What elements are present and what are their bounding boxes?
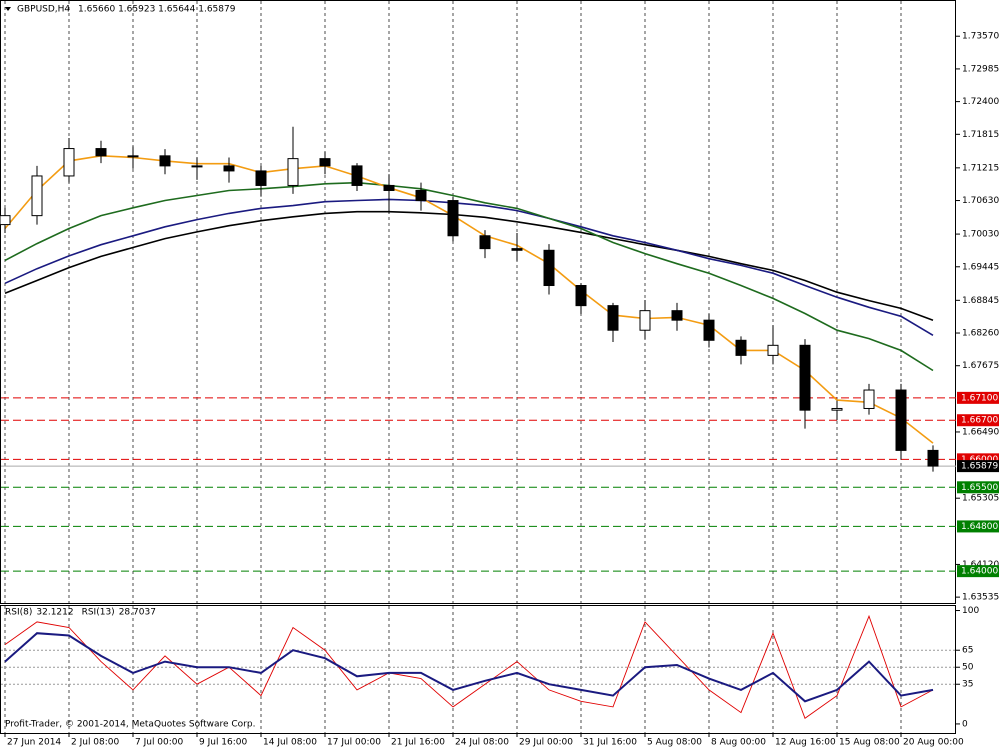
x-tick-label: 21 Jul 16:00 (391, 738, 445, 748)
x-tick-label: 12 Aug 16:00 (775, 738, 836, 748)
level-label-box (957, 565, 999, 578)
level-label-box (957, 414, 999, 427)
chart-title: GBPUSD,H4 (17, 5, 70, 15)
x-tick-label: 17 Jul 00:00 (327, 738, 381, 748)
y-tick-label: 1.72985 (962, 64, 999, 74)
candle-body (735, 339, 747, 356)
candle-body (415, 189, 427, 202)
moving-average (4, 210, 934, 321)
rsi-line (4, 614, 934, 720)
x-tick-label: 5 Aug 08:00 (647, 738, 702, 748)
y-tick-label: 1.64120 (962, 560, 999, 570)
legend-name: RSI(13) (82, 608, 115, 618)
candle-body (255, 170, 267, 186)
level-label: 1.64000 (961, 567, 998, 577)
candle-body (767, 344, 779, 356)
x-tick-label: 15 Aug 08:00 (839, 738, 900, 748)
copyright: Profit-Trader, © 2001-2014, MetaQuotes S… (5, 720, 255, 730)
candle-body (63, 148, 75, 177)
x-tick-label: 27 Jun 2014 (7, 738, 61, 748)
level-label: 1.66700 (961, 416, 998, 426)
y-tick-label: 1.66490 (962, 427, 999, 437)
candle-body (479, 235, 491, 250)
y-tick-label: 1.70630 (962, 196, 999, 206)
level-label-box (957, 481, 999, 494)
rsi-line (4, 632, 934, 703)
candle-body (447, 200, 459, 237)
candle-body (95, 148, 107, 157)
rsi-panel (0, 605, 956, 734)
y-tick-label: 1.72400 (962, 97, 999, 107)
candle-body (191, 165, 203, 168)
candle-body (831, 407, 843, 411)
x-tick-label: 14 Jul 08:00 (263, 738, 317, 748)
y-tick-label: 1.68260 (962, 329, 999, 339)
candle-body (863, 389, 875, 409)
candle-body (127, 155, 139, 158)
y-tick-label: 1.63535 (962, 593, 999, 603)
x-tick-label: 29 Jul 00:00 (519, 738, 573, 748)
y-tick-label: 0 (962, 719, 968, 729)
y-tick-label: 50 (962, 663, 974, 673)
level-label: 1.66000 (961, 455, 998, 465)
current-price-label: 1.65879 (961, 462, 998, 472)
y-tick-label: 1.73570 (962, 32, 999, 42)
legend-name: RSI(8) (5, 608, 32, 618)
y-tick-label: 65 (962, 646, 973, 656)
x-tick-label: 9 Jul 16:00 (199, 738, 248, 748)
x-tick-label: 20 Aug 00:00 (903, 738, 964, 748)
candle-body (799, 344, 811, 411)
y-tick-label: 1.68845 (962, 296, 999, 306)
x-tick-label: 31 Jul 16:00 (583, 738, 637, 748)
y-tick-label: 100 (962, 606, 979, 616)
legend-value: 28.7037 (119, 608, 156, 618)
quote: 1.65660 1.65923 1.65644 1.65879 (78, 5, 236, 15)
level-label: 1.64800 (961, 522, 998, 532)
level-label: 1.65500 (961, 483, 998, 493)
y-tick-label: 1.71215 (962, 163, 999, 173)
current-price-box (957, 460, 999, 473)
moving-average (4, 181, 934, 372)
x-tick-label: 24 Jul 08:00 (455, 738, 509, 748)
y-tick-label: 1.70030 (962, 230, 999, 240)
moving-average (4, 198, 934, 336)
candle-body (159, 155, 171, 167)
candle-body (927, 449, 939, 467)
candle-body (383, 184, 395, 191)
x-tick-label: 8 Aug 00:00 (711, 738, 766, 748)
candle-body (575, 285, 587, 307)
candle-body (639, 310, 651, 331)
y-tick-label: 35 (962, 680, 973, 690)
candle-body (671, 310, 683, 321)
candle-body (511, 248, 523, 251)
candle-body (351, 165, 363, 186)
candle-body (543, 249, 555, 287)
candle-body (223, 165, 235, 172)
candle-body (287, 158, 299, 186)
candle-body (607, 305, 619, 331)
candle-body (0, 215, 11, 226)
candle-body (31, 175, 43, 217)
menu-arrow (5, 7, 11, 11)
y-tick-label: 1.69445 (962, 262, 999, 272)
candle-body (319, 158, 331, 167)
x-tick-label: 7 Jul 00:00 (135, 738, 184, 748)
y-tick-label: 1.67675 (962, 361, 999, 371)
main-panel (0, 0, 956, 604)
y-tick-label: 1.71815 (962, 130, 999, 140)
level-label-box (957, 391, 999, 404)
candle-body (703, 319, 715, 341)
x-tick-label: 2 Jul 08:00 (71, 738, 120, 748)
candle-body (895, 389, 907, 451)
y-tick-label: 1.65305 (962, 494, 999, 504)
level-label-box (957, 520, 999, 533)
level-label: 1.67100 (961, 393, 998, 403)
legend-value: 32.1212 (36, 608, 73, 618)
